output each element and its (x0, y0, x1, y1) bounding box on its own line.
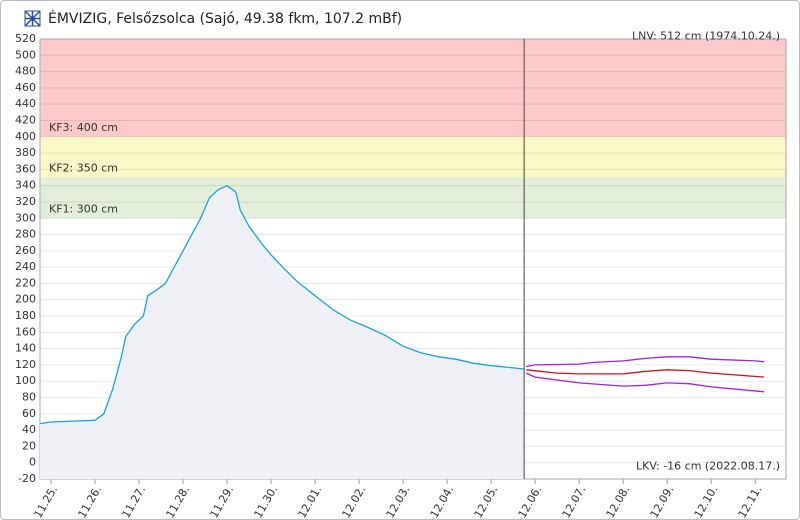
y-tick-label: 380 (15, 146, 36, 159)
y-tick-label: 520 (15, 32, 36, 45)
threshold-label: KF1: 300 cm (49, 202, 118, 215)
y-tick-label: 0 (29, 456, 36, 469)
series-line (526, 356, 765, 368)
series-line (526, 369, 765, 378)
y-tick-label: 20 (22, 439, 36, 452)
y-tick-label: 340 (15, 179, 36, 192)
series-line (39, 184, 525, 425)
y-tick-label: 40 (22, 423, 36, 436)
threshold-label: KF2: 350 cm (49, 162, 118, 175)
marks (39, 39, 765, 479)
logo (24, 10, 41, 27)
y-tick-label: 400 (15, 130, 36, 143)
y-tick-label: 120 (15, 358, 36, 371)
series-line (526, 372, 765, 393)
y-tick-label: 420 (15, 113, 36, 126)
y-tick-label: 60 (22, 407, 36, 420)
y-tick-label: 320 (15, 195, 36, 208)
y-tick-label: 80 (22, 391, 36, 404)
y-tick-label: 440 (15, 97, 36, 110)
y-tick-label: 140 (15, 342, 36, 355)
y-tick-label: 160 (15, 325, 36, 338)
y-tick-label: 300 (15, 211, 36, 224)
area-fill (40, 185, 525, 479)
y-tick-label: -20 (18, 472, 36, 485)
y-tick-label: 100 (15, 374, 36, 387)
threshold-band (40, 39, 786, 137)
y-tick-label: 240 (15, 260, 36, 273)
y-tick-label: 180 (15, 309, 36, 322)
y-tick-label: 200 (15, 293, 36, 306)
y-tick-label: 220 (15, 276, 36, 289)
y-tick-label: 260 (15, 244, 36, 257)
y-tick-label: 360 (15, 162, 36, 175)
y-tick-label: 280 (15, 228, 36, 241)
y-tick-label: 500 (15, 48, 36, 61)
threshold-band (40, 136, 786, 178)
chart-title: ÉMVIZIG, Felsőzsolca (Sajó, 49.38 fkm, 1… (48, 10, 402, 27)
bands (40, 39, 786, 219)
record-label: LKV: -16 cm (2022.08.17.) (636, 460, 780, 473)
threshold-label: KF3: 400 cm (49, 121, 118, 134)
record-label: LNV: 512 cm (1974.10.24.) (632, 30, 780, 43)
y-tick-label: 460 (15, 81, 36, 94)
threshold-band (40, 177, 786, 219)
y-tick-label: 480 (15, 65, 36, 78)
